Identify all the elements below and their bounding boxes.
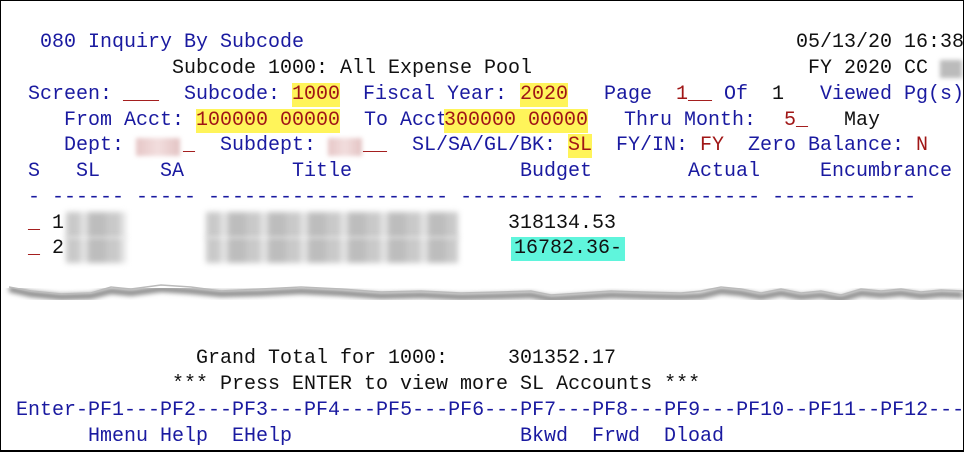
- fyin-input[interactable]: FY: [700, 134, 725, 157]
- row-sl: 1: [52, 212, 65, 235]
- redacted-title: [206, 237, 458, 263]
- row-select-input[interactable]: _: [28, 212, 41, 235]
- screen-label: Screen:: [28, 83, 113, 106]
- page-input[interactable]: 1__: [676, 83, 713, 106]
- subcode-label: Subcode:: [184, 83, 281, 106]
- col-header-sa: SA: [160, 160, 185, 183]
- thru-month-input[interactable]: 5_: [784, 109, 809, 132]
- col-header-actual: Actual: [688, 160, 761, 183]
- subtitle: Subcode 1000: All Expense Pool: [172, 57, 533, 80]
- pf8-frwd[interactable]: Frwd: [592, 425, 641, 448]
- redacted-title: [206, 212, 458, 238]
- redacted-sl: [66, 212, 126, 238]
- col-header-budget: Budget: [520, 160, 593, 183]
- thru-month-label: Thru Month:: [624, 109, 757, 132]
- grand-total-label: Grand Total for 1000:: [196, 347, 449, 370]
- fy-cc: FY 2020 CC: [808, 57, 929, 80]
- pf3-ehelp[interactable]: EHelp: [232, 425, 293, 448]
- col-header-sl: SL: [76, 160, 101, 183]
- pf1-hmenu[interactable]: Hmenu: [88, 425, 149, 448]
- pf2-help[interactable]: Help: [160, 425, 209, 448]
- row-budget-negative: 16782.36-: [511, 237, 626, 261]
- fiscal-year-input[interactable]: 2020: [520, 83, 569, 107]
- more-accounts-message: *** Press ENTER to view more SL Accounts…: [172, 373, 701, 396]
- level-label: SL/SA/GL/BK:: [412, 134, 557, 157]
- from-acct-label: From Acct:: [64, 109, 185, 132]
- row-budget: 318134.53: [508, 212, 617, 235]
- pf-key-line: Enter-PF1---PF2---PF3---PF4---PF5---PF6-…: [16, 399, 964, 422]
- fiscal-year-label: Fiscal Year:: [363, 83, 508, 106]
- level-input[interactable]: SL: [568, 134, 593, 158]
- subdept-input[interactable]: __: [363, 134, 388, 157]
- zero-balance-label: Zero Balance:: [748, 134, 905, 157]
- col-header-title: Title: [292, 160, 353, 183]
- viewed-pages-label: Viewed Pg(s): [820, 83, 964, 106]
- screen-title: 080 Inquiry By Subcode: [40, 31, 305, 54]
- row-select-input[interactable]: _: [28, 237, 41, 260]
- torn-edge: [8, 284, 963, 303]
- col-header-encumbrance: Encumbrance: [820, 160, 953, 183]
- subcode-input[interactable]: 1000: [292, 83, 341, 107]
- col-header-s: S: [28, 160, 41, 183]
- pf7-bkwd[interactable]: Bkwd: [520, 425, 569, 448]
- page-count: 1: [772, 83, 785, 106]
- zero-balance-input[interactable]: N: [916, 134, 929, 157]
- subdept-label: Subdept:: [220, 134, 317, 157]
- of-label: Of: [724, 83, 749, 106]
- screen-input[interactable]: ___: [123, 83, 160, 106]
- redacted-cc: [940, 60, 962, 78]
- month-name: May: [844, 109, 881, 132]
- datetime: 05/13/20 16:38: [796, 31, 964, 54]
- from-acct-input[interactable]: 100000 00000: [196, 109, 341, 133]
- to-acct-input[interactable]: 300000 00000: [444, 109, 589, 133]
- dept-label: Dept:: [64, 134, 125, 157]
- header-divider: - ------ ----- -------------------- ----…: [28, 186, 917, 209]
- redacted-dept: [136, 138, 180, 156]
- pf9-dload[interactable]: Dload: [664, 425, 725, 448]
- grand-total-value: 301352.17: [508, 347, 617, 370]
- redacted-sl: [66, 237, 126, 263]
- redacted-subdept: [328, 138, 362, 156]
- fyin-label: FY/IN:: [616, 134, 689, 157]
- row-sl: 2: [52, 237, 65, 260]
- page-label: Page: [604, 83, 653, 106]
- dept-input[interactable]: _: [183, 134, 196, 157]
